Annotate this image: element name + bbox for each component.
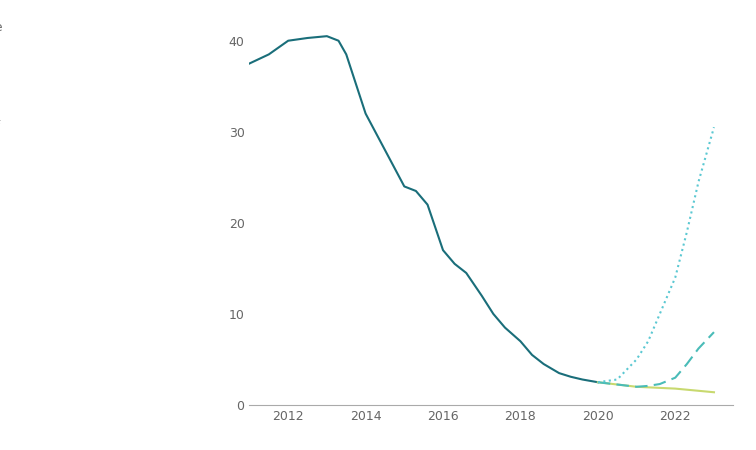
Legend: Borrowers in negative
equity, 2011-2020, Scenario 1: Baseline, Scenario 2: Adver: Borrowers in negative equity, 2011-2020,… xyxy=(0,21,2,148)
